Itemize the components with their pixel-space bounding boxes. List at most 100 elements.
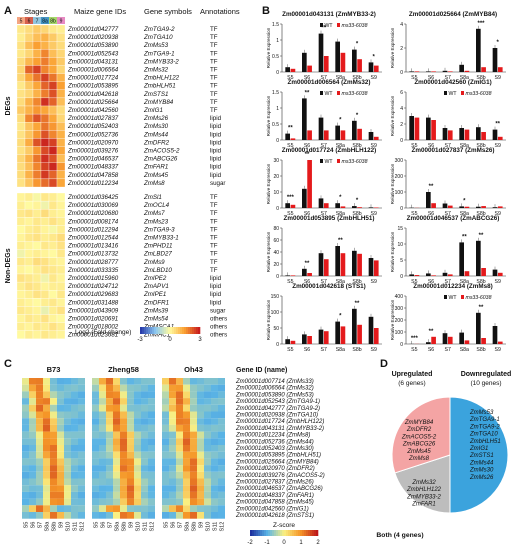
zscore-cell (218, 404, 225, 412)
zscore-cell (218, 384, 225, 392)
gene-id: Zm00001d052403 (67, 123, 119, 130)
x-tick-label: S8a (336, 143, 345, 149)
zscore-cell (29, 404, 36, 412)
zscore-gradient-step (300, 530, 303, 536)
heatmap-cell (32, 290, 42, 299)
heatmap-cell (56, 97, 66, 107)
zscore-cell (141, 418, 148, 425)
heatmap-cell (24, 200, 34, 210)
zscore-cell (134, 411, 141, 419)
gene-annotation: lipid (210, 172, 222, 179)
zscore-cell (127, 378, 134, 385)
x-tick-label: S8a (336, 75, 345, 81)
zscore-cell (176, 465, 183, 472)
bar-wt (285, 203, 290, 208)
heatmap-cell (24, 192, 34, 202)
bar-mutant (340, 52, 346, 72)
zscore-cell (36, 478, 43, 486)
heatmap-cell (40, 290, 50, 299)
heatmap-cell (40, 330, 50, 339)
heatmap-cell (32, 122, 42, 131)
gene-annotation: lipid (210, 164, 222, 171)
zscore-cell (113, 465, 120, 472)
bar-mutant (340, 253, 346, 276)
zscore-cell (36, 471, 43, 479)
downregulated-gene: ZmMs26 (469, 475, 494, 481)
zscore-cell (99, 431, 106, 439)
y-tick-label: 0 (400, 342, 403, 348)
zscore-cell (204, 418, 211, 425)
gene-id: Zm00001d036425 (67, 194, 119, 201)
bar-chart-title: Zm00001d053895 (ZmbHLH51) (284, 215, 375, 222)
zscore-cell (106, 418, 113, 425)
heatmap-cell (48, 257, 58, 267)
zscore-cell (134, 424, 141, 432)
bar-wt (426, 192, 431, 208)
zscore-cell (64, 498, 71, 506)
legend-label-wt: WT (449, 91, 458, 97)
zscore-cell (169, 445, 176, 452)
zscore-cell (78, 431, 85, 439)
zscore-cell (120, 485, 127, 492)
zscore-cell (218, 418, 225, 425)
heatmap-cell (32, 146, 42, 155)
gene-symbol: ZmTGA9-3 (143, 226, 175, 233)
y-tick-label: 400 (395, 294, 404, 300)
legend-gradient-step (186, 327, 189, 334)
zscore-cell (50, 512, 57, 519)
zscore-cell (113, 391, 120, 399)
zscore-gradient-step (278, 530, 281, 536)
zscore-cell (99, 458, 106, 466)
zscore-cell (127, 485, 134, 492)
zscore-cell (148, 491, 155, 499)
gene-annotation: sugar (210, 307, 225, 314)
zscore-cell (197, 458, 204, 466)
bar-chart-title: Zm00001d006564 (ZmMs32) (288, 79, 371, 86)
heatmap-cell (24, 65, 34, 74)
legend-tick: 3 (198, 337, 202, 343)
x-tick-label: S8b (352, 279, 361, 285)
zscore-cell (99, 491, 106, 499)
bar-wt (285, 67, 290, 72)
heatmap-cell (48, 298, 58, 307)
stage-swatch-6 (25, 17, 33, 24)
zscore-cell (106, 438, 113, 445)
bar-wt (318, 33, 324, 72)
zscore-cell (22, 491, 29, 499)
gene-id: Zm00001d013732 (67, 251, 119, 258)
heatmap-cell (56, 146, 66, 155)
heatmap-cell (32, 257, 42, 267)
bar-mutant (431, 203, 436, 208)
x-tick-label: S9 (494, 347, 500, 353)
bar-mutant (431, 275, 436, 276)
zscore-cell (134, 498, 141, 506)
zscore-cell (50, 424, 57, 432)
zscore-cell (92, 505, 99, 512)
zscore-cell (36, 505, 43, 512)
bar-wt (442, 272, 448, 276)
zscore-cell (169, 424, 176, 432)
zscore-cell (92, 491, 99, 499)
zscore-cell (99, 498, 106, 506)
zscore-cell (169, 458, 176, 466)
x-tick-label: S6 (304, 211, 310, 217)
zscore-cell (148, 498, 155, 506)
heatmap-cell (56, 41, 66, 50)
bar-wt (492, 129, 498, 140)
panel-label-a: A (4, 5, 12, 17)
zscore-cell (29, 485, 36, 492)
bar-wt (409, 71, 414, 72)
heatmap-cell (32, 49, 42, 58)
gene-name-label: Zm00001d052543 (ZmTGA9-1) (235, 399, 320, 405)
bar-wt (318, 329, 324, 344)
gene-name-label: Zm00001d020970 (ZmDFR2) (235, 466, 315, 472)
zscore-cell (50, 491, 57, 499)
heatmap-cell (56, 24, 66, 34)
gene-id: Zm00001d052736 (67, 131, 119, 138)
significance-mark: * (356, 42, 359, 48)
zscore-cell (64, 471, 71, 479)
zscore-cell (134, 451, 141, 459)
gene-annotation: lipid (210, 299, 222, 306)
heatmap-cell (40, 233, 50, 242)
zscore-cell (218, 391, 225, 399)
